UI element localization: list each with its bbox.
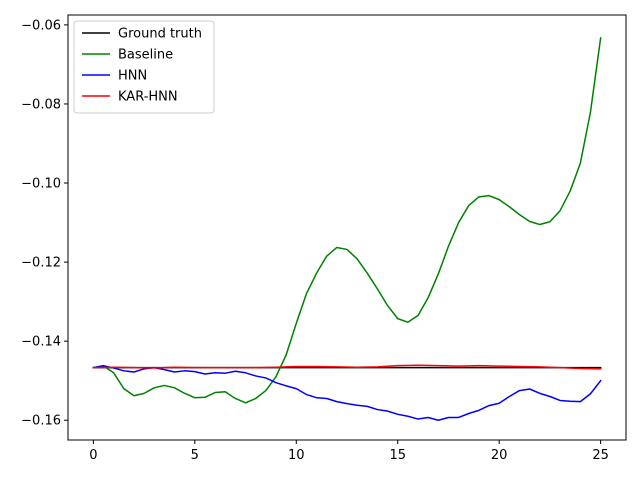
- y-tick-label-4: −0.08: [21, 97, 61, 112]
- y-tick-label-0: −0.16: [21, 414, 61, 429]
- legend: Ground truth Baseline HNN KAR-HNN: [73, 20, 215, 114]
- x-axis: 0 5 10 15 20 25: [89, 440, 609, 463]
- y-axis: −0.16 −0.14 −0.12 −0.10 −0.08 −0.06: [21, 18, 68, 429]
- legend-label-0: Ground truth: [118, 27, 202, 42]
- x-tick-label-2: 10: [288, 448, 305, 463]
- plot-frame: [67, 14, 627, 441]
- y-tick-label-5: −0.06: [21, 18, 61, 33]
- y-tick-label-1: −0.14: [21, 335, 61, 350]
- legend-label-2: HNN: [118, 69, 147, 84]
- x-tick-label-4: 20: [491, 448, 508, 463]
- x-tick-label-0: 0: [89, 448, 97, 463]
- legend-label-3: KAR-HNN: [118, 90, 178, 105]
- series-line-3: [92, 364, 602, 370]
- y-tick-label-2: −0.12: [21, 256, 61, 271]
- series-line-2: [92, 364, 602, 421]
- x-tick-label-1: 5: [191, 448, 199, 463]
- x-tick-label-3: 15: [389, 448, 406, 463]
- legend-label-1: Baseline: [118, 48, 173, 63]
- y-tick-label-3: −0.10: [21, 177, 61, 192]
- x-tick-label-5: 25: [592, 448, 609, 463]
- legend-box: [73, 20, 215, 114]
- series-layer: [92, 37, 602, 421]
- series-line-1: [92, 37, 602, 404]
